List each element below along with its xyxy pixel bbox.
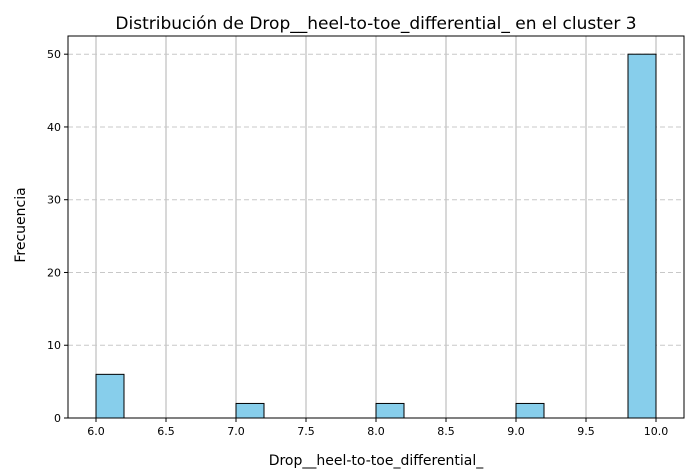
y-tick-label: 40 [47,121,61,134]
x-tick-label: 9.0 [507,425,525,438]
x-tick-label: 7.5 [297,425,315,438]
x-axis-title: Drop__heel-to-toe_differential_ [269,453,485,469]
histogram-bar [515,402,545,419]
y-axis-title: Frecuencia [13,187,29,262]
y-tick-label: 10 [47,339,61,352]
x-ticks: 6.0 6.5 7.0 7.5 8.0 8.5 9.0 9.5 10.0 [87,418,668,438]
x-tick-label: 6.5 [157,425,175,438]
y-tick-label: 30 [47,194,61,207]
x-tick-label: 9.5 [577,425,595,438]
histogram-bar [235,402,265,419]
x-grid [95,36,657,418]
x-tick-label: 10.0 [644,425,669,438]
y-ticks: 0 10 20 30 40 50 [47,48,68,425]
y-tick-label: 50 [47,48,61,61]
y-tick-label: 20 [47,266,61,279]
x-tick-label: 8.5 [437,425,455,438]
histogram-bar [95,373,125,419]
histogram-bar [375,402,405,419]
histogram-bar [627,53,657,419]
x-tick-label: 8.0 [367,425,385,438]
chart-title: Distribución de Drop__heel-to-toe_differ… [115,14,636,34]
x-tick-label: 7.0 [227,425,245,438]
y-tick-label: 0 [54,412,61,425]
bars [95,53,657,419]
x-tick-label: 6.0 [87,425,105,438]
